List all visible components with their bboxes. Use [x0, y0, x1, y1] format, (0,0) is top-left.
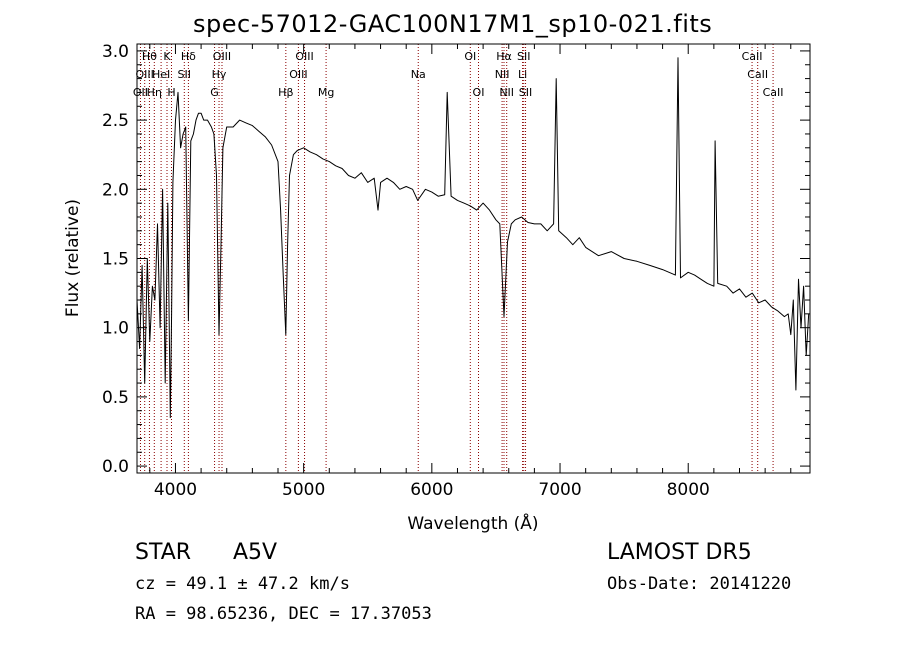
line-label-13: OIII — [289, 68, 307, 81]
obs-date: Obs-Date: 20141220 — [607, 574, 792, 594]
line-label-24: SII — [519, 86, 532, 99]
x-tick-label-0: 4000 — [154, 480, 197, 500]
line-label-22: SII — [517, 50, 530, 63]
line-label-10: Hγ — [212, 68, 227, 81]
line-label-23: Li — [518, 68, 527, 81]
line-label-19: Hα — [496, 50, 512, 63]
redshift-cz: cz = 49.1 ± 47.2 km/s — [135, 574, 350, 594]
line-label-17: OI — [464, 50, 476, 63]
line-label-7: SII — [178, 68, 191, 81]
line-label-6: H — [167, 86, 175, 99]
spectral-line-markers — [139, 44, 774, 473]
y-tick-label-1: 0.5 — [102, 388, 129, 408]
plot-frame — [136, 43, 811, 474]
spectral-line-labels: OIIHηHθOIIIHeIKHSIIHδGHγOIIIHβOIIIOIIIMg… — [133, 50, 784, 99]
y-axis-label: Flux (relative) — [63, 199, 83, 317]
line-label-12: Hβ — [278, 86, 293, 99]
x-axis-label: Wavelength (Å) — [407, 512, 538, 534]
line-label-14: OIII — [295, 50, 313, 63]
x-axis-ticks: 4000 5000 6000 7000 8000 — [149, 44, 792, 500]
line-label-18: OI — [473, 86, 485, 99]
x-tick-label-1: 5000 — [282, 480, 325, 500]
y-tick-label-3: 1.5 — [102, 250, 129, 270]
y-tick-label-4: 2.0 — [102, 180, 129, 200]
line-label-15: Mg — [318, 86, 334, 99]
line-label-25: CaII — [742, 50, 763, 63]
y-axis-ticks: 0.0 0.5 1.0 1.5 2.0 2.5 3.0 — [102, 42, 810, 477]
line-label-1: Hη — [147, 86, 162, 99]
x-tick-label-3: 7000 — [538, 480, 581, 500]
line-label-2: Hθ — [142, 50, 157, 63]
chart-title: spec-57012-GAC100N17M1_sp10-021.fits — [193, 10, 713, 38]
y-tick-label-6: 3.0 — [102, 42, 129, 62]
line-label-9: G — [210, 86, 219, 99]
object-subclass: A5V — [233, 540, 278, 565]
line-label-20: NII — [495, 68, 510, 81]
line-label-5: K — [163, 50, 171, 63]
line-label-8: Hδ — [181, 50, 196, 63]
spectrum-series-line — [136, 57, 810, 419]
survey-name: LAMOST DR5 — [607, 540, 752, 565]
line-label-27: CaII — [763, 86, 784, 99]
x-tick-label-2: 6000 — [410, 480, 453, 500]
object-type: STAR — [135, 540, 192, 565]
line-label-3: OIII — [135, 68, 153, 81]
y-tick-label-0: 0.0 — [102, 457, 129, 477]
line-label-26: CaII — [747, 68, 768, 81]
y-tick-label-5: 2.5 — [102, 111, 129, 131]
x-tick-label-4: 8000 — [667, 480, 710, 500]
line-label-4: HeI — [152, 68, 170, 81]
line-label-16: Na — [411, 68, 426, 81]
line-label-21: NII — [499, 86, 514, 99]
coordinates: RA = 98.65236, DEC = 17.37053 — [135, 604, 432, 624]
y-tick-label-2: 1.0 — [102, 319, 129, 339]
line-label-11: OIII — [213, 50, 231, 63]
